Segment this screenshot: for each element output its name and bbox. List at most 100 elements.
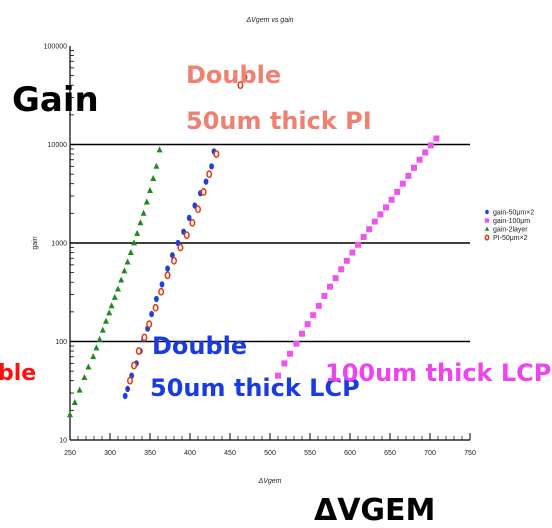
legend-marker [484, 234, 490, 241]
data-point [164, 271, 171, 280]
x-tick-label: 750 [464, 450, 476, 457]
data-point [195, 205, 201, 214]
data-point [146, 320, 153, 329]
series-1 [275, 135, 440, 379]
data-point [103, 317, 109, 324]
data-point [121, 267, 128, 274]
data-point [140, 209, 147, 216]
data-point [293, 340, 300, 347]
legend-marker [484, 218, 490, 223]
data-point [304, 321, 311, 328]
data-point [209, 163, 215, 170]
y-tick-label: 10000 [48, 142, 68, 149]
grid-lines [70, 143, 470, 343]
data-point [158, 287, 165, 296]
y-tick-label: 100000 [44, 44, 67, 51]
data-point [135, 347, 142, 355]
data-point [405, 172, 412, 179]
data-point [394, 188, 401, 195]
data-point [343, 257, 350, 264]
data-point [93, 344, 100, 351]
series-3 [127, 73, 248, 385]
legend-label: gain-2layer [493, 227, 528, 234]
data-point [383, 204, 389, 211]
data-point [131, 361, 137, 370]
annotation-lcp-thick: 50um thick LCP [150, 374, 360, 402]
data-point [143, 198, 150, 205]
annotation-delta-vgem: ΔVGEM [314, 493, 435, 528]
x-tick-label: 450 [224, 450, 236, 457]
data-point [183, 231, 190, 240]
data-point [127, 248, 134, 255]
data-point [171, 256, 177, 265]
x-tick-label: 500 [264, 450, 276, 457]
data-point [141, 333, 148, 342]
data-point [124, 258, 131, 265]
data-point [122, 392, 128, 400]
x-tick-label: 600 [344, 450, 356, 457]
annotation-pi-thick: 50um thick PI [186, 107, 372, 135]
data-point [125, 385, 130, 393]
data-point [156, 146, 163, 153]
data-point [399, 180, 406, 187]
legend-marker [485, 209, 489, 215]
data-point [377, 211, 384, 218]
data-point [81, 374, 88, 381]
data-point [152, 303, 159, 312]
data-marks [67, 73, 440, 418]
legend-label: gain-50μm×2 [493, 210, 534, 217]
legend-label: PI-50μm×2 [493, 235, 528, 242]
series-2 [67, 146, 163, 418]
data-point [213, 150, 220, 158]
axes [69, 46, 471, 441]
annotation-pi-double: Double [186, 61, 281, 89]
data-point [416, 156, 423, 163]
data-point [177, 243, 184, 252]
chart-title: ΔVgem vs gain [245, 17, 293, 24]
data-point [71, 398, 78, 405]
y-axis-label: gain [32, 236, 39, 249]
data-point [275, 372, 281, 379]
x-tick-label: 350 [144, 450, 156, 457]
data-point [366, 226, 373, 233]
data-point [206, 170, 213, 179]
data-point [287, 350, 293, 357]
legend-marker [484, 226, 490, 231]
tick-labels: 10 100 1000 10000 100000 250 300 350 400 450 500 55… [44, 44, 476, 458]
x-tick-label: 400 [184, 450, 196, 457]
data-point [360, 234, 367, 241]
data-point [118, 276, 125, 283]
data-point [99, 326, 106, 333]
data-point [355, 241, 361, 248]
annotation-100um-lcp: 100um thick LCP [325, 359, 551, 387]
y-tick-label: 10 [59, 438, 67, 445]
data-point [150, 175, 157, 182]
data-point [327, 283, 333, 290]
data-point [106, 309, 113, 316]
data-point [281, 360, 288, 367]
data-point [127, 376, 133, 385]
data-point [76, 386, 83, 393]
data-point [159, 281, 165, 288]
data-point [299, 330, 305, 337]
x-tick-label: 700 [424, 450, 436, 457]
data-point [338, 266, 345, 273]
data-point [96, 335, 103, 342]
data-point [147, 187, 153, 194]
data-point [349, 249, 356, 256]
data-point [137, 219, 144, 226]
data-point [321, 292, 328, 299]
data-point [154, 295, 159, 303]
legend-label: gain-100μm [493, 218, 530, 225]
x-tick-label: 250 [64, 450, 76, 457]
data-point [131, 239, 137, 246]
data-point [90, 353, 97, 360]
y-tick-label: 100 [55, 339, 67, 346]
data-point [241, 73, 248, 82]
x-tick-label: 300 [104, 450, 116, 457]
y-tick-label: 1000 [51, 241, 67, 248]
annotation-cut-left: ble [0, 361, 36, 386]
